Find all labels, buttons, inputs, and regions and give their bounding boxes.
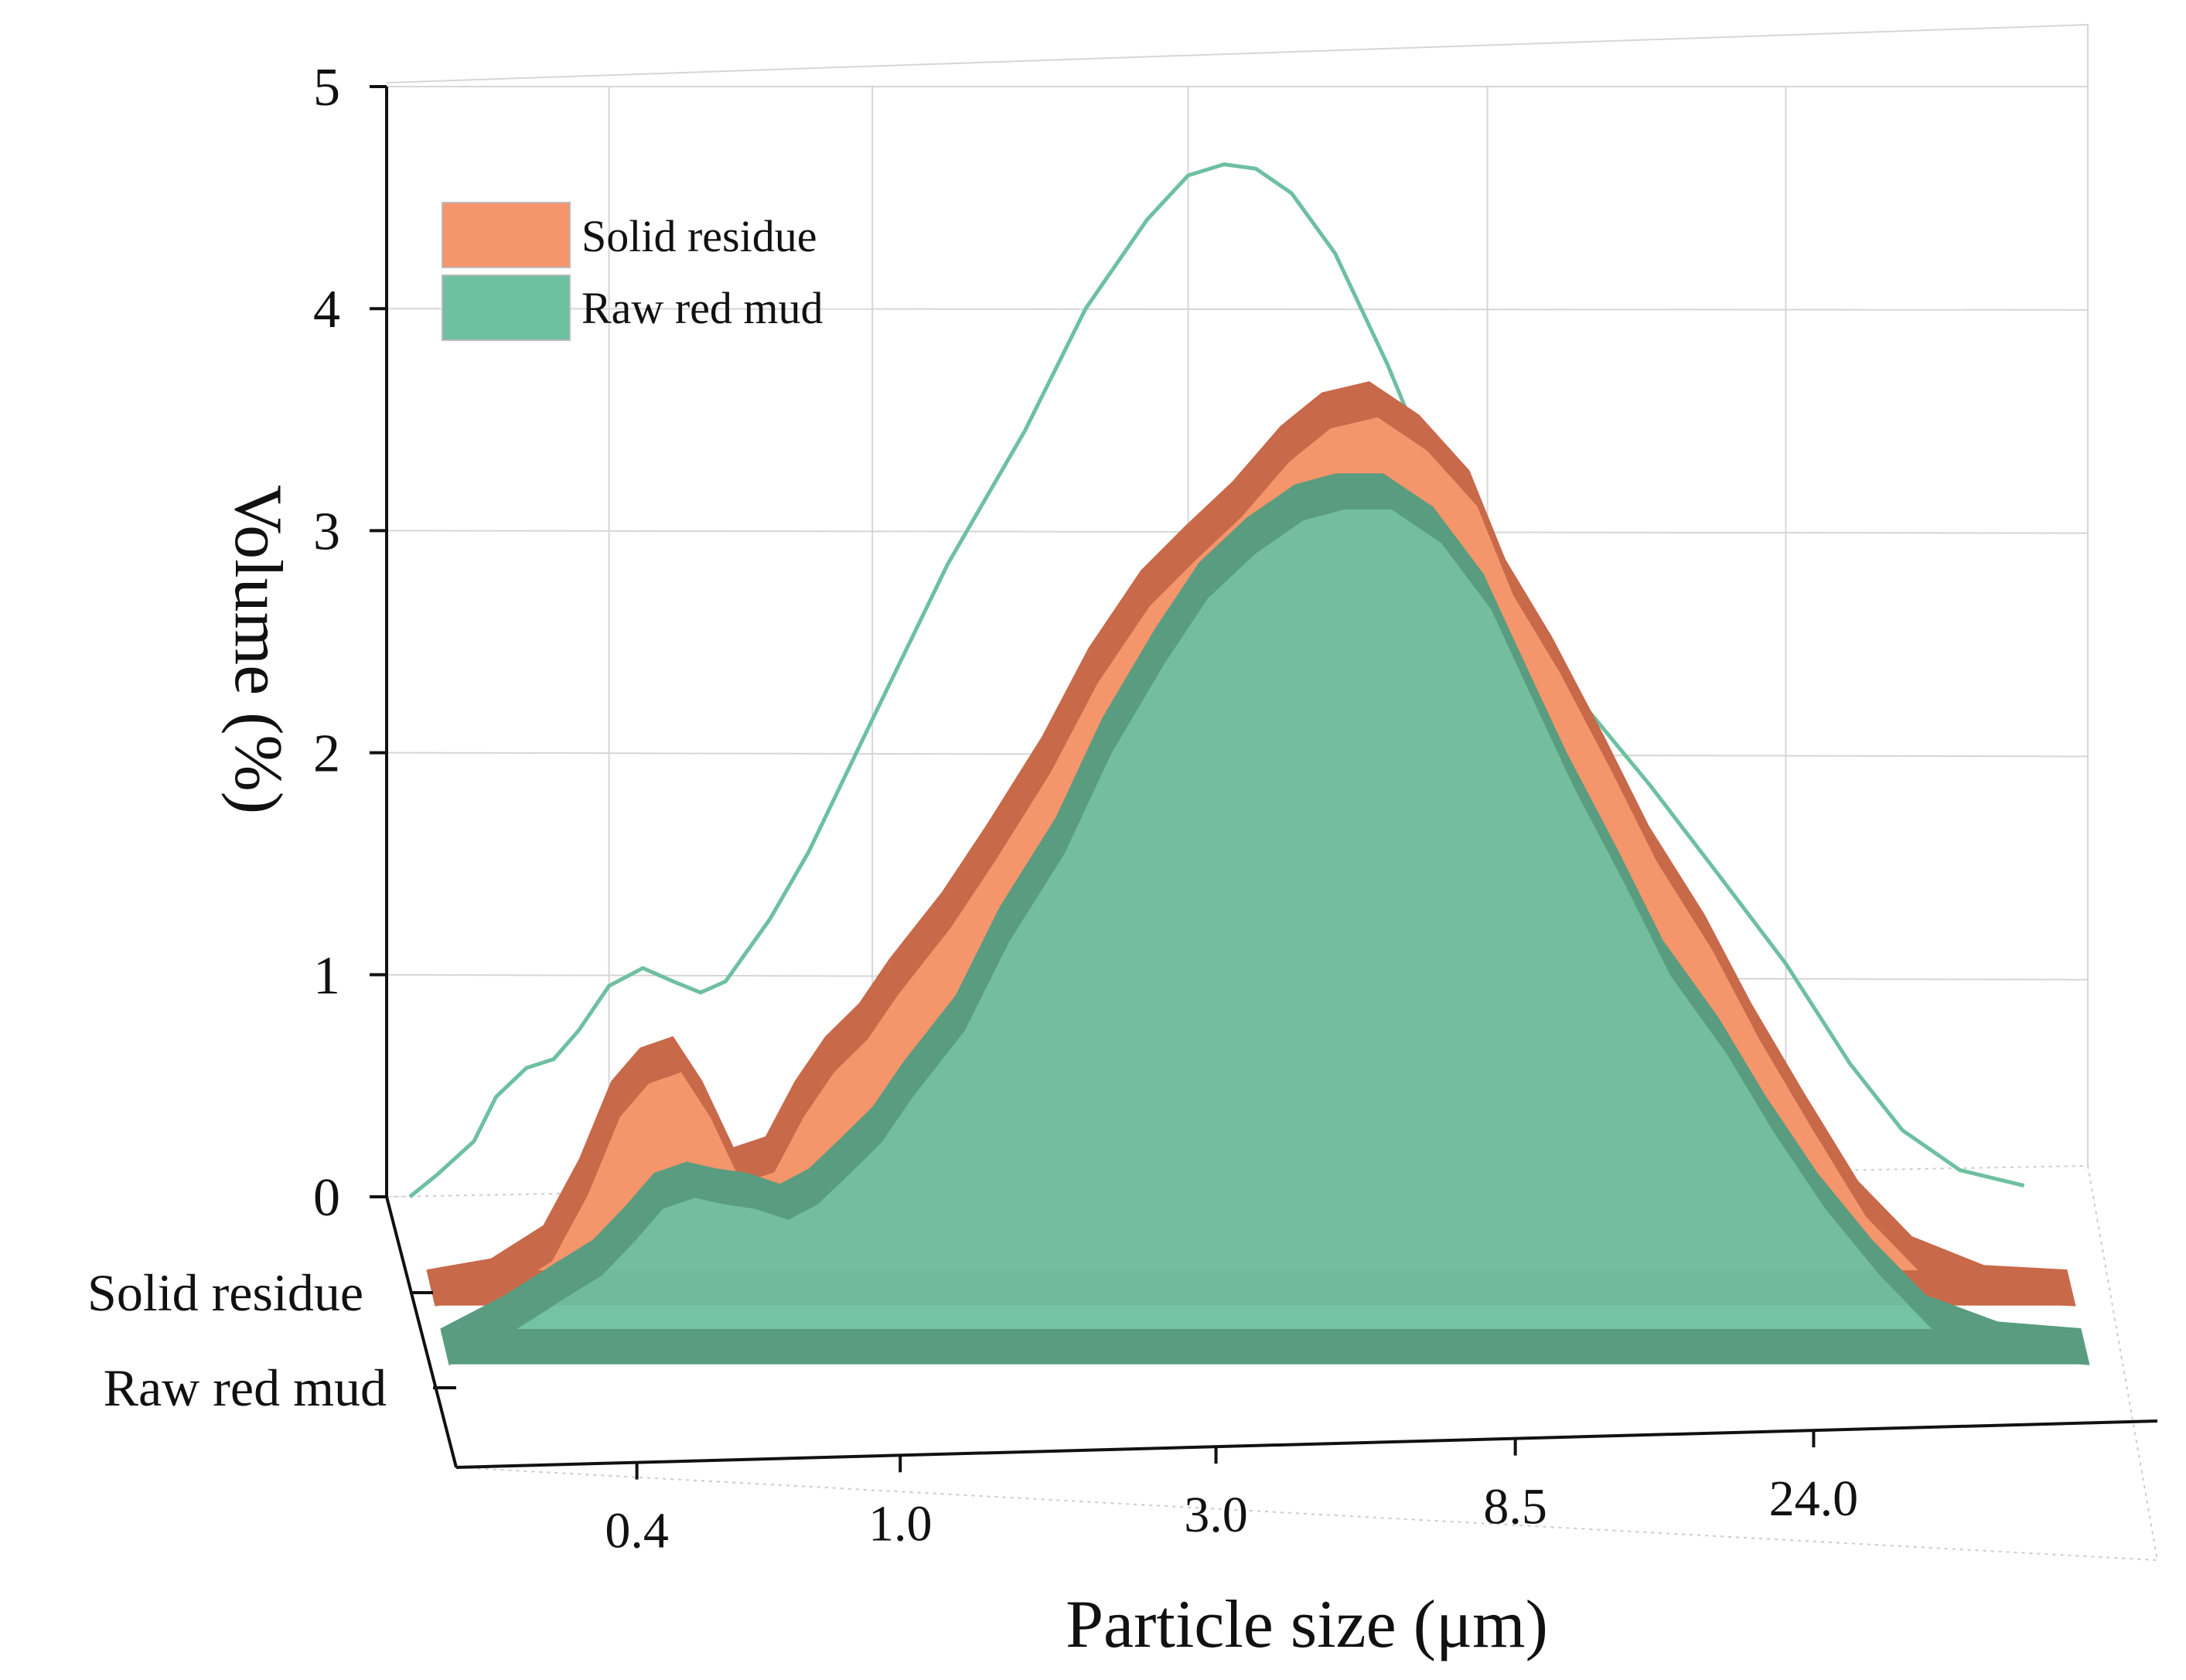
x-tick-label: 24.0 [1769,1470,1859,1527]
x-tick-label: 8.5 [1483,1479,1547,1535]
legend-label-solid-residue: Solid residue [581,211,817,261]
axis-layer [370,85,2158,1480]
legend: Solid residue Raw red mud [442,202,824,341]
legend-label-raw-red-mud: Raw red mud [581,283,824,333]
series-raw-red-mud [440,473,2090,1366]
y-tick-label: 0 [313,1168,340,1228]
x-tick-label: 3.0 [1184,1487,1248,1543]
y-tick-label: 4 [313,280,340,339]
x-tick-label: 1.0 [868,1495,933,1552]
x-tick-label: 0.4 [605,1503,669,1559]
x-axis-title: Particle size (μm) [1066,1587,1548,1662]
legend-swatch-raw-red-mud [442,274,571,341]
outline-curve [408,162,2025,1198]
y-tick-label: 2 [313,724,340,784]
series-area [449,509,2089,1365]
y-tick-labels: 0 1 2 3 4 5 [313,58,340,1228]
z-axis-label-raw-red-mud: Raw red mud [104,1358,387,1417]
series-base-strip [441,1329,2089,1365]
y-gridline [386,308,2089,311]
outline-layer [408,162,2025,1198]
x-tick-labels: 0.4 1.0 3.0 8.5 24.0 [605,1470,1858,1559]
z-axis-label-solid-residue: Solid residue [87,1263,363,1322]
series-layer [426,381,2090,1366]
grid-layer [386,24,2089,1204]
y-tick-label: 3 [313,502,340,561]
y-tick-label: 1 [313,946,340,1006]
y-axis-title: Volume (%) [220,485,295,814]
back-top-edge [386,24,2089,83]
z-axis-line [385,1196,458,1468]
x-axis-line [455,1419,2158,1469]
legend-swatch-solid-residue [442,202,571,268]
y-tick-label: 5 [313,58,340,118]
